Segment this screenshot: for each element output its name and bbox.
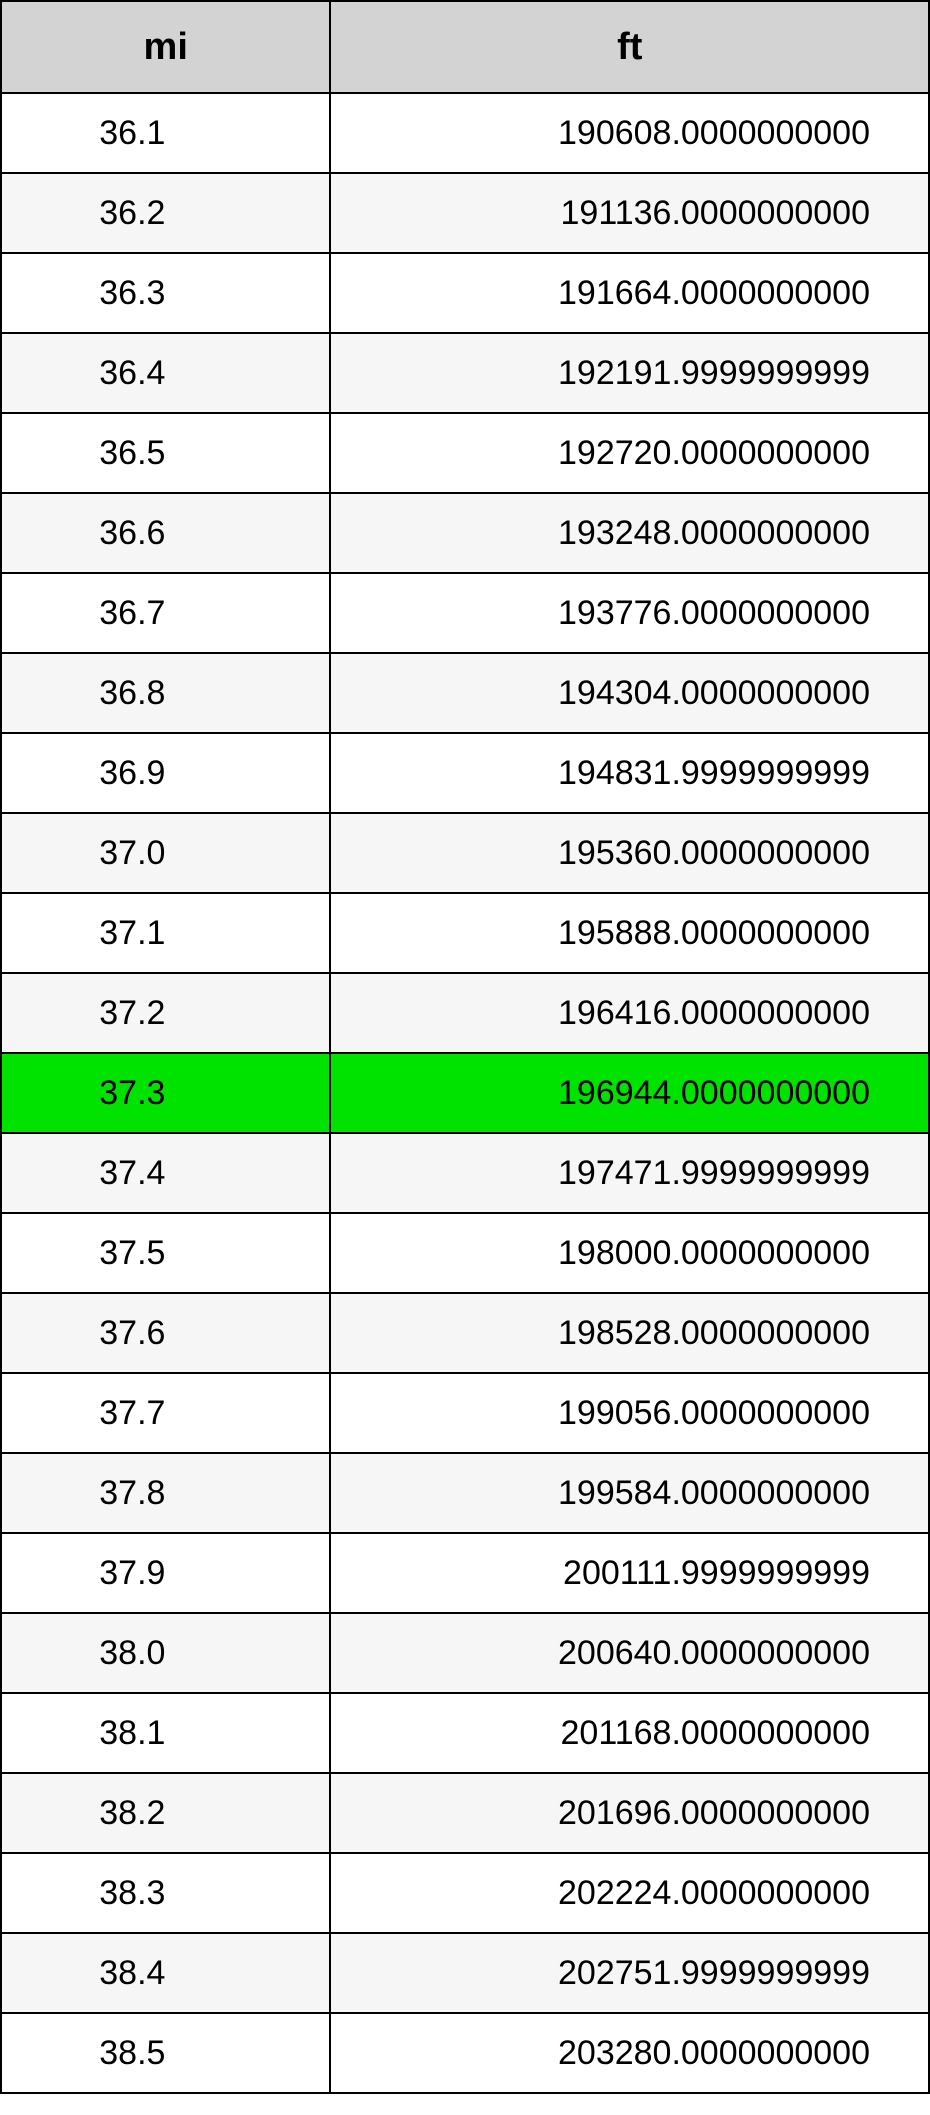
cell-ft: 192191.9999999999 — [330, 333, 929, 413]
cell-ft: 201696.0000000000 — [330, 1773, 929, 1853]
cell-mi: 37.6 — [1, 1293, 330, 1373]
table-row: 36.8194304.0000000000 — [1, 653, 929, 733]
cell-mi: 38.3 — [1, 1853, 330, 1933]
cell-ft: 196944.0000000000 — [330, 1053, 929, 1133]
cell-ft: 191136.0000000000 — [330, 173, 929, 253]
table-row: 36.9194831.9999999999 — [1, 733, 929, 813]
cell-mi: 38.2 — [1, 1773, 330, 1853]
table-row: 38.2201696.0000000000 — [1, 1773, 929, 1853]
cell-mi: 37.4 — [1, 1133, 330, 1213]
table-row: 37.5198000.0000000000 — [1, 1213, 929, 1293]
table-row: 37.2196416.0000000000 — [1, 973, 929, 1053]
column-header-ft: ft — [330, 1, 929, 93]
cell-ft: 198000.0000000000 — [330, 1213, 929, 1293]
table-row: 36.2191136.0000000000 — [1, 173, 929, 253]
cell-mi: 36.6 — [1, 493, 330, 573]
cell-mi: 37.0 — [1, 813, 330, 893]
conversion-table-container: mi ft 36.1190608.000000000036.2191136.00… — [0, 0, 930, 2094]
table-row: 37.1195888.0000000000 — [1, 893, 929, 973]
table-row: 38.0200640.0000000000 — [1, 1613, 929, 1693]
cell-ft: 200111.9999999999 — [330, 1533, 929, 1613]
table-row: 36.6193248.0000000000 — [1, 493, 929, 573]
table-header-row: mi ft — [1, 1, 929, 93]
cell-ft: 199584.0000000000 — [330, 1453, 929, 1533]
cell-ft: 194831.9999999999 — [330, 733, 929, 813]
table-row: 36.3191664.0000000000 — [1, 253, 929, 333]
cell-ft: 201168.0000000000 — [330, 1693, 929, 1773]
cell-ft: 191664.0000000000 — [330, 253, 929, 333]
cell-mi: 36.8 — [1, 653, 330, 733]
table-row: 38.5203280.0000000000 — [1, 2013, 929, 2093]
cell-ft: 194304.0000000000 — [330, 653, 929, 733]
cell-mi: 36.3 — [1, 253, 330, 333]
cell-ft: 202224.0000000000 — [330, 1853, 929, 1933]
cell-ft: 199056.0000000000 — [330, 1373, 929, 1453]
cell-ft: 193248.0000000000 — [330, 493, 929, 573]
table-row: 37.6198528.0000000000 — [1, 1293, 929, 1373]
cell-mi: 38.0 — [1, 1613, 330, 1693]
table-row: 36.4192191.9999999999 — [1, 333, 929, 413]
cell-mi: 36.9 — [1, 733, 330, 813]
cell-ft: 190608.0000000000 — [330, 93, 929, 173]
cell-mi: 36.4 — [1, 333, 330, 413]
cell-ft: 198528.0000000000 — [330, 1293, 929, 1373]
cell-mi: 36.5 — [1, 413, 330, 493]
table-row: 37.8199584.0000000000 — [1, 1453, 929, 1533]
cell-ft: 200640.0000000000 — [330, 1613, 929, 1693]
cell-mi: 37.8 — [1, 1453, 330, 1533]
cell-ft: 193776.0000000000 — [330, 573, 929, 653]
cell-mi: 37.2 — [1, 973, 330, 1053]
cell-mi: 37.9 — [1, 1533, 330, 1613]
table-row: 37.9200111.9999999999 — [1, 1533, 929, 1613]
conversion-table: mi ft 36.1190608.000000000036.2191136.00… — [0, 0, 930, 2094]
cell-ft: 197471.9999999999 — [330, 1133, 929, 1213]
table-row: 38.1201168.0000000000 — [1, 1693, 929, 1773]
cell-mi: 37.3 — [1, 1053, 330, 1133]
table-row: 38.4202751.9999999999 — [1, 1933, 929, 2013]
table-row: 36.1190608.0000000000 — [1, 93, 929, 173]
cell-mi: 37.5 — [1, 1213, 330, 1293]
column-header-mi: mi — [1, 1, 330, 93]
table-row: 36.7193776.0000000000 — [1, 573, 929, 653]
cell-ft: 203280.0000000000 — [330, 2013, 929, 2093]
cell-ft: 202751.9999999999 — [330, 1933, 929, 2013]
table-row: 37.0195360.0000000000 — [1, 813, 929, 893]
table-row: 37.7199056.0000000000 — [1, 1373, 929, 1453]
cell-mi: 36.2 — [1, 173, 330, 253]
cell-mi: 36.1 — [1, 93, 330, 173]
cell-mi: 38.5 — [1, 2013, 330, 2093]
cell-ft: 192720.0000000000 — [330, 413, 929, 493]
cell-mi: 36.7 — [1, 573, 330, 653]
cell-mi: 37.7 — [1, 1373, 330, 1453]
cell-mi: 37.1 — [1, 893, 330, 973]
cell-ft: 196416.0000000000 — [330, 973, 929, 1053]
table-row: 36.5192720.0000000000 — [1, 413, 929, 493]
cell-mi: 38.4 — [1, 1933, 330, 2013]
table-row: 37.4197471.9999999999 — [1, 1133, 929, 1213]
table-row: 37.3196944.0000000000 — [1, 1053, 929, 1133]
cell-mi: 38.1 — [1, 1693, 330, 1773]
cell-ft: 195888.0000000000 — [330, 893, 929, 973]
table-row: 38.3202224.0000000000 — [1, 1853, 929, 1933]
cell-ft: 195360.0000000000 — [330, 813, 929, 893]
table-body: 36.1190608.000000000036.2191136.00000000… — [1, 93, 929, 2093]
